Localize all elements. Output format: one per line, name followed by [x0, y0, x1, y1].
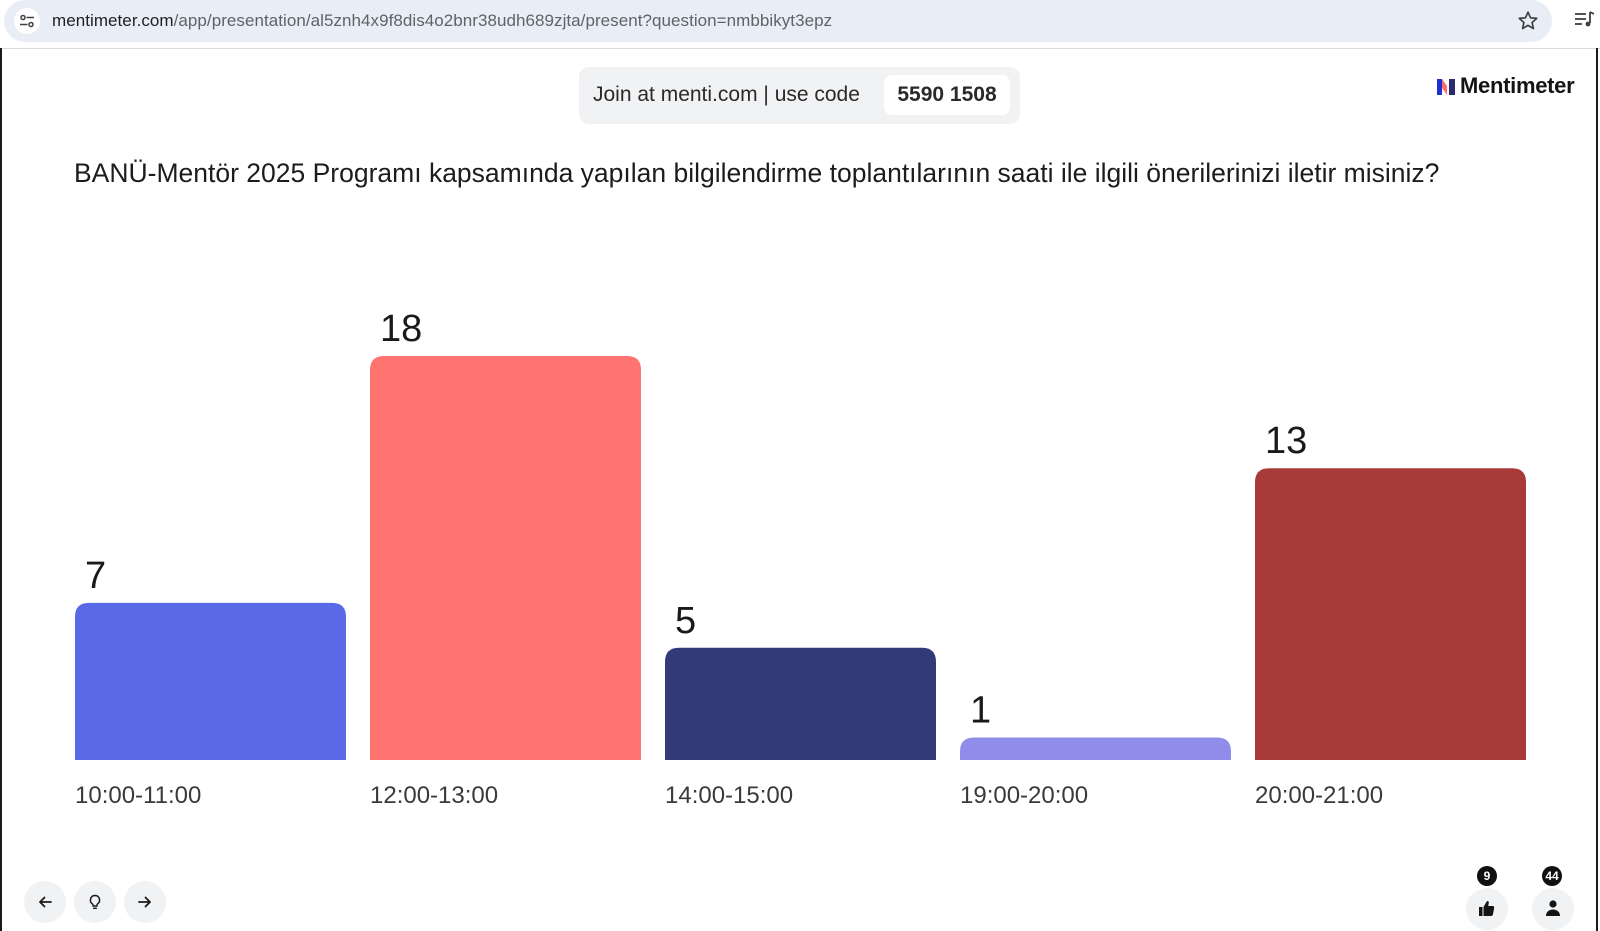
url-host: mentimeter.com — [52, 11, 174, 30]
category-label: 19:00-20:00 — [960, 782, 1088, 809]
previous-slide-button[interactable] — [24, 881, 66, 923]
bar-5 — [1255, 468, 1526, 760]
bar-value-label: 5 — [675, 600, 696, 642]
bar-2 — [370, 356, 641, 760]
next-slide-button[interactable] — [124, 881, 166, 923]
url-text[interactable]: mentimeter.com/app/presentation/al5znh4x… — [52, 11, 832, 31]
category-label: 20:00-21:00 — [1255, 782, 1383, 809]
media-controls-icon[interactable] — [1574, 10, 1596, 30]
category-label: 12:00-13:00 — [370, 782, 498, 809]
bar-3 — [665, 647, 936, 760]
bar-value-label: 13 — [1265, 420, 1307, 462]
join-banner: Join at menti.com | use code 5590 1508 — [579, 67, 1020, 124]
bar-value-label: 7 — [85, 555, 106, 597]
site-info-button[interactable] — [14, 8, 40, 34]
hint-button[interactable] — [74, 881, 116, 923]
participants-count: 44 — [1542, 866, 1562, 886]
reactions-button[interactable] — [1466, 888, 1508, 930]
participants-button[interactable] — [1532, 888, 1574, 930]
question-title: BANÜ-Mentör 2025 Programı kapsamında yap… — [74, 158, 1440, 188]
bar-value-label: 18 — [380, 308, 422, 350]
bar-4 — [960, 737, 1231, 760]
bar-1 — [75, 602, 346, 760]
arrow-left-icon — [39, 896, 52, 908]
thumbs-up-icon — [1479, 901, 1495, 916]
address-bar[interactable]: mentimeter.com/app/presentation/al5znh4x… — [4, 0, 1552, 42]
arrow-right-icon — [138, 896, 151, 908]
category-label: 14:00-15:00 — [665, 782, 793, 809]
person-icon — [1546, 900, 1560, 916]
site-info-icon — [20, 14, 34, 28]
join-code: 5590 1508 — [884, 75, 1010, 115]
browser-toolbar: mentimeter.com/app/presentation/al5znh4x… — [0, 0, 1600, 49]
bookmark-star-icon[interactable] — [1516, 9, 1540, 33]
url-path: /app/presentation/al5znh4x9f8dis4o2bnr38… — [173, 11, 833, 30]
lightbulb-icon — [89, 894, 101, 910]
category-label: 10:00-11:00 — [75, 782, 201, 809]
mentimeter-logo-icon — [1437, 79, 1455, 95]
logo-text: Mentimeter — [1460, 73, 1575, 98]
reactions-count: 9 — [1477, 866, 1497, 886]
join-instructions: Join at menti.com | use code — [593, 83, 860, 106]
bar-value-label: 1 — [970, 690, 991, 732]
